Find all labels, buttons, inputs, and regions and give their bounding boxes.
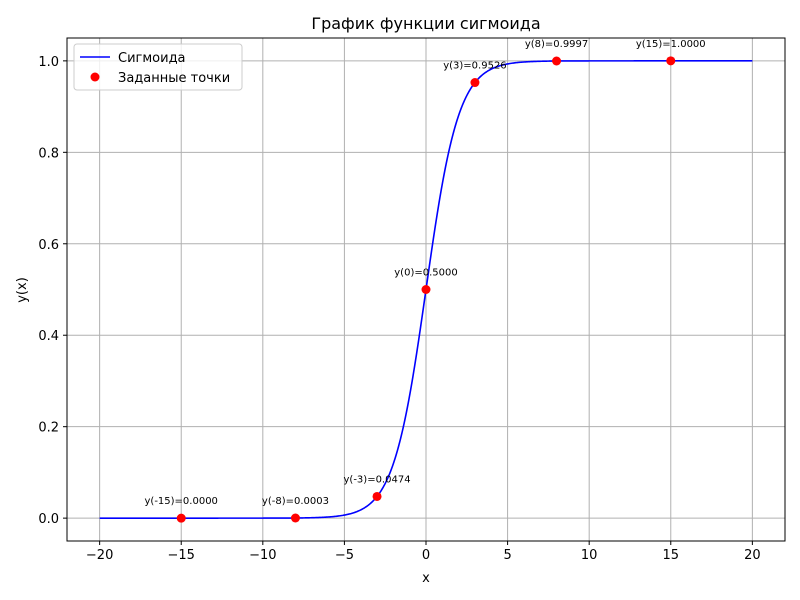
y-axis-ticks: 0.0 0.2 0.4 0.6 0.8 1.0	[38, 55, 67, 527]
y-tick-label: 0.8	[38, 146, 59, 161]
data-point	[552, 56, 562, 66]
point-annotation: y(-15)=0.0000	[145, 496, 218, 507]
x-tick-label: 5	[503, 548, 511, 563]
legend-label-sigmoid: Сигмоида	[118, 51, 186, 66]
y-tick-label: 0.4	[38, 329, 59, 344]
data-point	[666, 56, 676, 66]
x-tick-label: −15	[168, 548, 195, 563]
chart-title: График функции сигмоида	[311, 14, 540, 33]
point-annotation: y(-3)=0.0474	[344, 474, 411, 485]
plot-area	[99, 56, 753, 523]
y-tick-label: 1.0	[38, 55, 59, 70]
data-point	[421, 285, 431, 294]
legend-point-swatch	[90, 72, 100, 82]
data-point	[372, 491, 382, 501]
legend-label-points: Заданные точки	[118, 71, 230, 86]
point-annotation: y(0)=0.5000	[394, 268, 457, 279]
point-annotation: y(3)=0.9526	[443, 61, 506, 72]
data-point	[176, 513, 186, 523]
x-tick-label: −20	[86, 548, 113, 563]
point-annotation: y(15)=1.0000	[636, 39, 706, 50]
data-point	[290, 513, 300, 523]
data-point	[470, 78, 480, 88]
point-annotation: y(8)=0.9997	[525, 39, 588, 50]
x-axis-label: x	[422, 571, 430, 586]
x-tick-label: −5	[335, 548, 354, 563]
y-tick-label: 0.2	[38, 421, 59, 436]
y-axis-label: y(x)	[15, 277, 30, 303]
x-tick-label: 0	[422, 548, 430, 563]
axes-frame	[66, 37, 786, 542]
point-annotation: y(-8)=0.0003	[262, 496, 329, 507]
y-tick-label: 0.6	[38, 238, 59, 253]
y-tick-label: 0.0	[38, 512, 59, 527]
x-tick-label: 15	[662, 548, 679, 563]
x-tick-label: 20	[744, 548, 761, 563]
legend-box	[73, 43, 243, 91]
annotations: y(-15)=0.0000 y(-8)=0.0003 y(-3)=0.0474 y(0…	[145, 39, 706, 507]
legend: Сигмоида Заданные точки	[73, 43, 243, 91]
x-tick-label: 10	[581, 548, 598, 563]
x-tick-label: −10	[249, 548, 276, 563]
x-axis-ticks: −20 −15 −10 −5 0 5 10 15 20	[86, 541, 761, 563]
